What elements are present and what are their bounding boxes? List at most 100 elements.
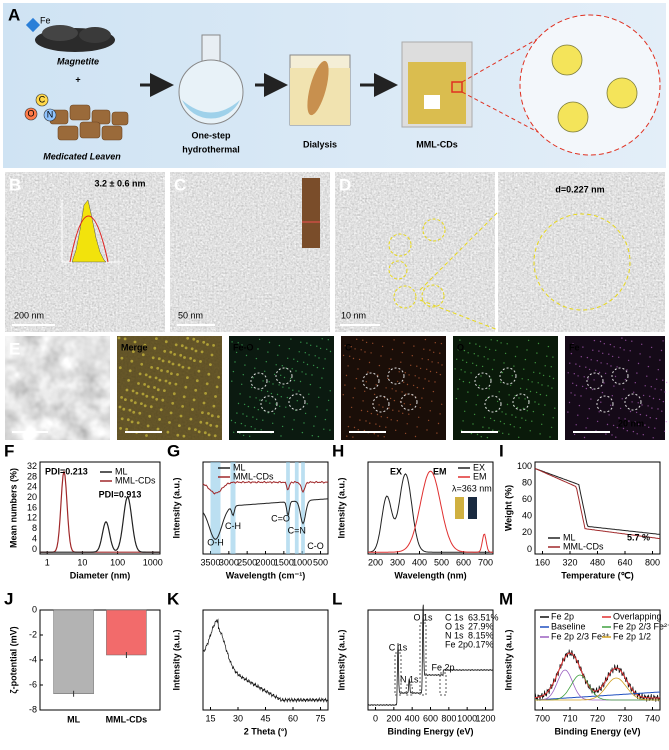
x-axis-label: Temperature (℃) bbox=[561, 570, 633, 580]
zoom-line bbox=[419, 211, 499, 291]
x-axis-label: Wavelength (nm) bbox=[394, 570, 466, 580]
x-tick-label: 1 bbox=[45, 557, 50, 567]
x-tick-label: MML-CDs bbox=[106, 714, 148, 724]
legend-entry: Fe 2p 2/3 Fe³⁺ bbox=[551, 631, 610, 641]
peak-box bbox=[419, 622, 427, 696]
x-tick-label: 300 bbox=[390, 557, 405, 567]
y-axis-label: Intensity (a.u.) bbox=[336, 477, 346, 538]
plot-frame bbox=[39, 461, 161, 555]
label: Fe 2p bbox=[445, 639, 468, 649]
dot-circle bbox=[624, 393, 642, 411]
label: O bbox=[27, 108, 34, 118]
y-tick-label: -2 bbox=[29, 629, 37, 639]
x-tick-label: 200 bbox=[368, 557, 383, 567]
dot-circle bbox=[611, 367, 629, 385]
band bbox=[301, 462, 305, 554]
hrtem-zoom bbox=[497, 171, 666, 333]
fe-icon bbox=[25, 17, 41, 33]
haadf-image bbox=[5, 336, 110, 440]
label: Fe bbox=[40, 15, 51, 25]
x-tick-label: 730 bbox=[617, 713, 632, 723]
y-tick-label: 60 bbox=[522, 494, 532, 504]
y-axis-label: Intensity (a.u.) bbox=[171, 477, 181, 538]
y-tick-label: 4 bbox=[32, 533, 37, 543]
dot-circle bbox=[499, 367, 517, 385]
dot-circle bbox=[275, 367, 293, 385]
y-tick-label: -6 bbox=[29, 679, 37, 689]
panel-letter: K bbox=[167, 589, 180, 608]
x-tick-label: 60 bbox=[288, 713, 298, 723]
label: 0.17% bbox=[468, 639, 494, 649]
label: d=0.227 nm bbox=[555, 184, 604, 194]
label: 27.9% bbox=[468, 621, 494, 631]
label: N 1s bbox=[400, 674, 419, 684]
x-axis-label: Binding Energy (eV) bbox=[387, 726, 473, 736]
x-tick-label: 800 bbox=[441, 713, 456, 723]
curve bbox=[534, 467, 661, 535]
label: 50 nm bbox=[178, 310, 203, 320]
map-dots bbox=[342, 338, 443, 438]
x-tick-label: 30 bbox=[233, 713, 243, 723]
y-axis-label: Weight (%) bbox=[503, 485, 513, 531]
leaven bbox=[49, 104, 129, 141]
y-axis-label: Intensity (a.u.) bbox=[171, 629, 181, 690]
panel-letter: J bbox=[4, 589, 13, 608]
y-tick-label: -8 bbox=[29, 704, 37, 714]
panel-letter: L bbox=[332, 589, 342, 608]
dot-circle bbox=[288, 393, 306, 411]
x-tick-label: 1000 bbox=[457, 713, 477, 723]
x-tick-label: 3500 bbox=[200, 557, 220, 567]
panel-letter: E bbox=[9, 339, 20, 358]
y-axis-label: Mean numbers (%) bbox=[8, 468, 18, 548]
y-tick-label: 0 bbox=[32, 604, 37, 614]
map-feo bbox=[229, 336, 334, 440]
x-tick-label: 3000 bbox=[219, 557, 239, 567]
x-tick-label: 400 bbox=[412, 557, 427, 567]
legend-entry: Fe 2p 1/2 bbox=[613, 631, 651, 641]
x-tick-label: 640 bbox=[617, 557, 632, 567]
x-axis-label: Diameter (nm) bbox=[70, 570, 131, 580]
zoom-circle bbox=[519, 14, 661, 156]
band bbox=[294, 462, 299, 554]
label: O 1s bbox=[413, 612, 433, 622]
curve bbox=[534, 467, 661, 540]
label: EX bbox=[390, 466, 402, 476]
x-axis-label: Binding Energy (eV) bbox=[554, 726, 640, 736]
label: 8.15% bbox=[468, 630, 494, 640]
x-axis-label: 2 Theta (°) bbox=[244, 726, 288, 736]
vial bbox=[302, 178, 320, 248]
y-tick-label: 20 bbox=[522, 527, 532, 537]
label: C-H bbox=[225, 521, 241, 531]
flask bbox=[178, 34, 244, 125]
label: PDI=0.913 bbox=[99, 489, 142, 499]
label: C=O bbox=[271, 513, 290, 523]
label: 200 nm bbox=[14, 310, 44, 320]
atoms bbox=[24, 93, 57, 122]
bar bbox=[53, 609, 94, 694]
y-tick-label: 0 bbox=[527, 544, 532, 554]
panel-letter: D bbox=[339, 175, 351, 194]
x-tick-label: 740 bbox=[645, 713, 660, 723]
label: N 1s bbox=[445, 630, 464, 640]
label: Medicated Leaven bbox=[43, 151, 121, 161]
band bbox=[286, 462, 290, 554]
legend-entry: Fe 2p 2/3 Fe²⁺ bbox=[613, 621, 669, 631]
dot-circle bbox=[362, 372, 380, 390]
label: C 1s bbox=[445, 612, 464, 622]
legend-entry: Baseline bbox=[551, 621, 586, 631]
legend-entry: EM bbox=[473, 471, 487, 481]
label: λ=363 nm bbox=[452, 483, 492, 493]
x-tick-label: 2500 bbox=[237, 557, 257, 567]
x-tick-label: 1500 bbox=[274, 557, 294, 567]
y-axis-label: ζ-potential (mV) bbox=[8, 626, 18, 693]
label: Fe-O bbox=[233, 342, 254, 352]
x-tick-label: 710 bbox=[562, 713, 577, 723]
panel-letter: M bbox=[499, 589, 513, 608]
dot-circle bbox=[260, 395, 278, 413]
label: C bbox=[345, 342, 352, 352]
label: + bbox=[75, 74, 80, 84]
x-tick-label: 500 bbox=[313, 557, 328, 567]
x-tick-label: 400 bbox=[405, 713, 420, 723]
map-fe bbox=[565, 336, 665, 440]
